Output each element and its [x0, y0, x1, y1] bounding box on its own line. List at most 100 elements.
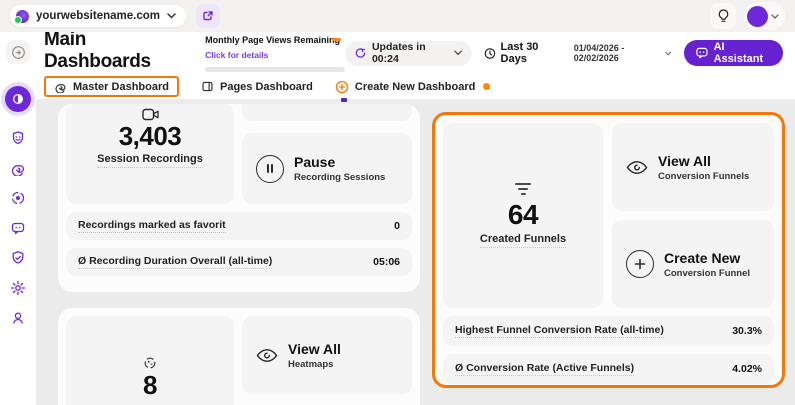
avg-conversion-row: Ø Conversion Rate (Active Funnels) 4.02%: [443, 354, 774, 384]
duration-label: Ø Recording Duration Overall (all-time): [78, 255, 273, 269]
range-label: Last 30 Days: [500, 41, 539, 65]
external-link-icon: [203, 11, 213, 21]
site-selector-label: yourwebsitename.com: [36, 10, 160, 22]
quota-dash-icon: [332, 37, 342, 41]
highest-conversion-value: 30.3%: [732, 325, 762, 337]
tips-button[interactable]: [710, 3, 736, 29]
date-range-picker[interactable]: 01/04/2026 - 02/02/2026: [574, 43, 672, 63]
avg-conversion-value: 4.02%: [732, 363, 762, 375]
plus-icon: [626, 250, 654, 278]
recordings-section: 3,403 Session Recordings Pause Recording…: [58, 104, 420, 292]
stray-cursor: [341, 98, 347, 102]
view-all-funnels-button[interactable]: View All Conversion Funnels: [612, 123, 774, 211]
sidebar-item-recordings[interactable]: [6, 156, 30, 180]
create-funnel-sub: Conversion Funnel: [664, 267, 751, 279]
tab-master-label: Master Dashboard: [73, 80, 169, 93]
view-all-funnels-title: View All: [658, 152, 711, 169]
tab-create-new-dashboard[interactable]: Create New Dashboard: [335, 80, 491, 94]
shield-check-icon: [12, 251, 24, 264]
ai-assistant-button[interactable]: AI Assistant: [683, 40, 783, 66]
duration-value: 05:06: [373, 256, 400, 268]
tab-pages-dashboard[interactable]: Pages Dashboard: [201, 80, 313, 93]
view-all-heatmaps-button[interactable]: View All Heatmaps: [242, 316, 412, 394]
heatmaps-section: 8 View All Heatmaps: [58, 308, 420, 405]
favorites-row: Recordings marked as favorit 0: [66, 212, 412, 240]
recordings-spiral-icon: [11, 165, 24, 176]
duration-row: Ø Recording Duration Overall (all-time) …: [66, 248, 412, 276]
avg-conversion-label: Ø Conversion Rate (Active Funnels): [455, 362, 635, 376]
video-camera-icon: [141, 108, 159, 121]
created-funnels-count: 64: [507, 199, 539, 231]
heatmap-icon: [144, 357, 156, 369]
highest-conversion-row: Highest Funnel Conversion Rate (all-time…: [443, 316, 774, 346]
lightbulb-icon: [718, 9, 728, 22]
person-pin-icon: [13, 312, 23, 324]
dashboard-content: 3,403 Session Recordings Pause Recording…: [36, 100, 795, 405]
heatmaps-count: 8: [143, 370, 157, 400]
eye-icon: [256, 348, 278, 362]
pause-title: Pause: [294, 154, 336, 170]
range-selector[interactable]: Last 30 Days: [484, 41, 562, 65]
pause-subtitle: Recording Sessions: [294, 172, 386, 183]
open-site-button[interactable]: [195, 4, 220, 28]
pause-recordings-button[interactable]: Pause Recording Sessions: [242, 133, 412, 204]
create-funnel-title: Create New: [664, 249, 741, 266]
gear-icon: [10, 280, 26, 296]
chevron-down-icon: [771, 13, 779, 19]
sidebar-item-heatmaps[interactable]: [6, 186, 30, 210]
session-recordings-label: Session Recordings: [97, 153, 203, 168]
sidebar-nav: [0, 32, 36, 405]
funnel-icon: [515, 182, 531, 196]
page-header: Main Dashboards Monthly Page Views Remai…: [36, 29, 795, 78]
quota-progress-bar: [205, 66, 346, 72]
view-all-heatmaps-sub: Heatmaps: [288, 358, 334, 370]
highest-conversion-label: Highest Funnel Conversion Rate (all-time…: [455, 324, 664, 338]
tab-master-dashboard[interactable]: Master Dashboard: [44, 76, 179, 97]
quota-widget: Monthly Page Views Remaining Click for d…: [205, 34, 346, 72]
quota-details-link[interactable]: Click for details: [205, 49, 269, 60]
sidebar-item-privacy[interactable]: [6, 246, 30, 270]
eye-icon: [626, 160, 648, 174]
dashboard-icon: [13, 94, 23, 104]
tab-create-label: Create New Dashboard: [354, 80, 476, 93]
sidebar-item-dashboards[interactable]: [5, 86, 31, 112]
heatmaps-count-card: 8: [66, 316, 234, 405]
ai-assistant-label: AI Assistant: [713, 41, 764, 65]
heatmap-target-icon: [11, 191, 25, 205]
site-selector[interactable]: yourwebsitename.com: [10, 5, 186, 27]
partial-card: [242, 104, 412, 121]
session-recordings-count: 3,403: [118, 121, 182, 151]
created-funnels-card: 64 Created Funnels: [443, 123, 603, 308]
chat-icon: [11, 222, 25, 235]
favorites-label: Recordings marked as favorit: [78, 219, 226, 233]
create-funnel-button[interactable]: Create New Conversion Funnel: [612, 220, 774, 308]
chevron-down-icon: [453, 50, 462, 56]
pages-dashboard-icon: [202, 81, 213, 92]
sidebar-item-chat[interactable]: [6, 216, 30, 240]
sidebar-collapse-icon[interactable]: [6, 40, 30, 64]
tab-pages-label: Pages Dashboard: [219, 80, 313, 93]
chevron-down-icon: [665, 51, 672, 55]
sidebar-item-feedback[interactable]: [6, 126, 30, 150]
view-all-funnels-sub: Conversion Funnels: [658, 170, 750, 182]
top-bar: yourwebsitename.com: [0, 0, 795, 32]
updates-dropdown[interactable]: Updates in 00:24: [345, 40, 472, 66]
session-recordings-card: 3,403 Session Recordings: [66, 104, 234, 204]
pause-icon: [256, 154, 284, 183]
sidebar-item-settings[interactable]: [6, 276, 30, 300]
updates-label: Updates in 00:24: [371, 41, 426, 65]
user-menu[interactable]: [744, 2, 785, 30]
chat-bubble-icon: [696, 47, 708, 59]
chevron-down-icon: [167, 13, 176, 19]
created-funnels-label: Created Funnels: [479, 233, 567, 249]
funnels-section-highlighted: 64 Created Funnels View All Conversion F…: [432, 112, 785, 388]
avatar: [747, 5, 768, 27]
clock-icon: [484, 47, 495, 59]
notification-dot: [483, 83, 491, 90]
master-dashboard-icon: [55, 84, 66, 93]
sidebar-item-profile[interactable]: [6, 306, 30, 330]
site-globe-icon: [14, 9, 29, 24]
quota-title: Monthly Page Views Remaining: [205, 34, 340, 45]
date-range-value: 01/04/2026 - 02/02/2026: [573, 43, 625, 63]
